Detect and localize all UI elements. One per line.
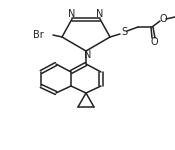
Text: O: O (150, 37, 158, 47)
Text: N: N (68, 9, 76, 19)
Text: S: S (121, 27, 127, 37)
Text: N: N (84, 50, 92, 60)
Text: Br: Br (33, 30, 44, 40)
Text: O: O (159, 14, 167, 24)
Text: N: N (96, 9, 104, 19)
